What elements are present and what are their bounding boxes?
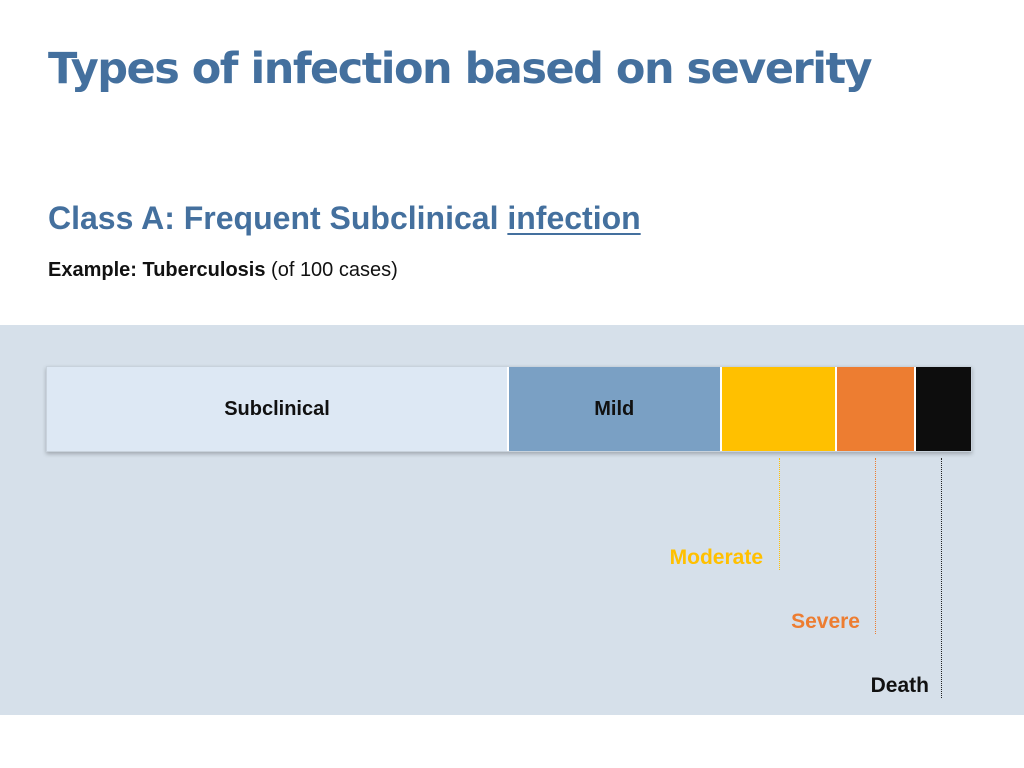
segment-subclinical: Subclinical xyxy=(47,367,509,451)
class-heading-text: Class A: Frequent Subclinical xyxy=(48,200,508,236)
severity-bar: Subclinical Mild xyxy=(46,366,972,452)
segment-mild-label: Mild xyxy=(594,397,635,420)
severe-leader-line xyxy=(875,458,876,634)
segment-severe xyxy=(837,367,916,451)
class-heading: Class A: Frequent Subclinical infection xyxy=(48,200,641,237)
severe-callout: Severe xyxy=(791,610,860,633)
moderate-leader-line xyxy=(779,458,780,570)
infection-link[interactable]: infection xyxy=(507,200,641,236)
segment-moderate xyxy=(721,367,838,451)
example-label: Example: Tuberculosis xyxy=(48,259,266,281)
segment-subclinical-label: Subclinical xyxy=(224,397,330,420)
example-line: Example: Tuberculosis (of 100 cases) xyxy=(48,259,398,282)
death-leader-line xyxy=(941,458,942,698)
example-detail: (of 100 cases) xyxy=(265,259,398,281)
death-callout: Death xyxy=(870,674,929,697)
segment-death xyxy=(915,367,971,451)
slide-title: Types of infection based on severity xyxy=(48,44,873,94)
moderate-callout: Moderate xyxy=(669,546,763,569)
segment-mild: Mild xyxy=(509,367,722,451)
